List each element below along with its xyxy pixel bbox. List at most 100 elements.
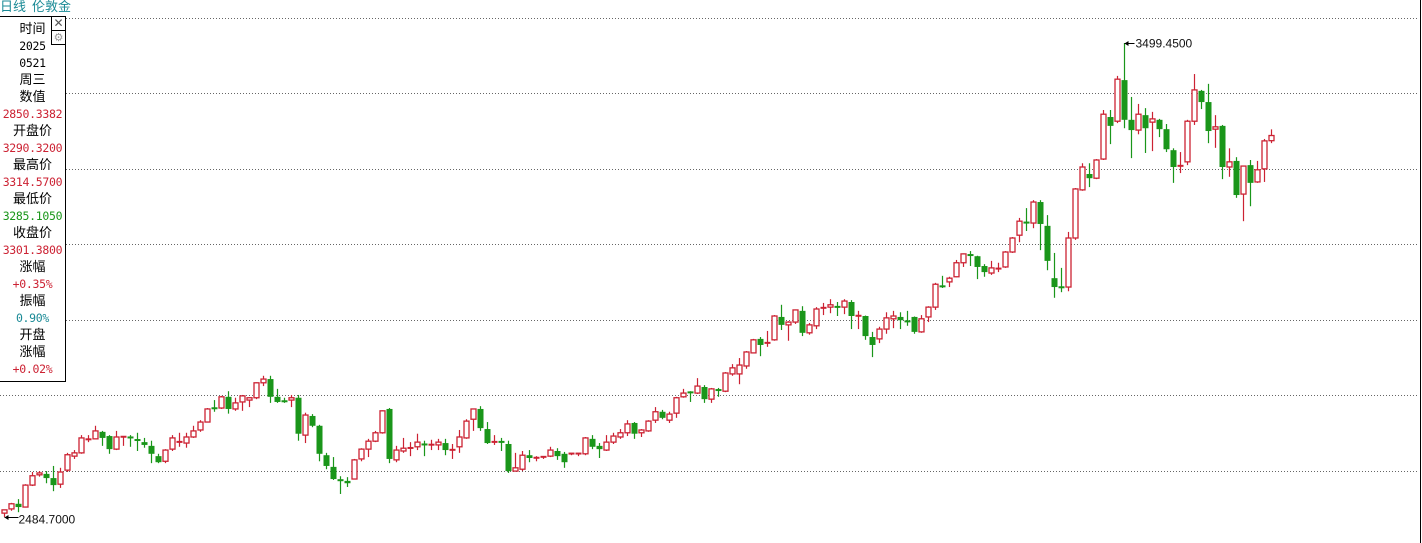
- candle[interactable]: [372, 430, 379, 443]
- candle[interactable]: [428, 439, 435, 451]
- candle[interactable]: [596, 443, 603, 459]
- candle[interactable]: [407, 442, 414, 457]
- candle[interactable]: [50, 465, 57, 492]
- candle[interactable]: [589, 435, 596, 450]
- candle[interactable]: [617, 429, 624, 439]
- candle[interactable]: [1114, 75, 1121, 124]
- candle[interactable]: [1233, 157, 1240, 198]
- candle[interactable]: [22, 484, 29, 508]
- candle[interactable]: [358, 448, 365, 462]
- candle[interactable]: [610, 432, 617, 444]
- candle[interactable]: [897, 312, 904, 330]
- close-icon[interactable]: ✕: [51, 17, 65, 31]
- candle[interactable]: [778, 304, 785, 331]
- candle[interactable]: [498, 437, 505, 451]
- candle[interactable]: [834, 301, 841, 317]
- candle[interactable]: [1156, 118, 1163, 138]
- candle[interactable]: [771, 315, 778, 341]
- candle[interactable]: [162, 449, 169, 464]
- candle[interactable]: [141, 437, 148, 448]
- candle[interactable]: [890, 310, 897, 329]
- candle[interactable]: [1058, 267, 1065, 293]
- candle[interactable]: [1100, 110, 1107, 160]
- candle[interactable]: [204, 408, 211, 423]
- candle[interactable]: [379, 410, 386, 434]
- candle[interactable]: [918, 315, 925, 333]
- candle[interactable]: [1205, 83, 1212, 144]
- candle[interactable]: [1107, 110, 1114, 145]
- candle[interactable]: [295, 394, 302, 441]
- candle[interactable]: [799, 306, 806, 337]
- candle[interactable]: [29, 472, 36, 487]
- candle[interactable]: [701, 385, 708, 403]
- candle[interactable]: [946, 276, 953, 288]
- candle[interactable]: [197, 420, 204, 432]
- candle[interactable]: [687, 391, 694, 402]
- candle[interactable]: [561, 451, 568, 468]
- candle[interactable]: [99, 430, 106, 446]
- candle[interactable]: [1226, 148, 1233, 177]
- candle[interactable]: [176, 432, 183, 447]
- candle[interactable]: [1219, 124, 1226, 180]
- candle[interactable]: [1254, 160, 1261, 183]
- candle[interactable]: [953, 259, 960, 278]
- candle[interactable]: [183, 432, 190, 448]
- candle[interactable]: [323, 452, 330, 470]
- candle[interactable]: [764, 330, 771, 347]
- candle[interactable]: [64, 452, 71, 473]
- candle[interactable]: [848, 300, 855, 330]
- candle[interactable]: [330, 457, 337, 480]
- candle[interactable]: [309, 414, 316, 428]
- candle[interactable]: [631, 422, 638, 439]
- candle[interactable]: [435, 438, 442, 451]
- candle[interactable]: [1170, 148, 1177, 183]
- candle[interactable]: [876, 326, 883, 344]
- candle[interactable]: [1002, 251, 1009, 268]
- candle[interactable]: [1212, 115, 1219, 148]
- candle[interactable]: [680, 388, 687, 398]
- candle[interactable]: [484, 422, 491, 444]
- candle[interactable]: [1177, 152, 1184, 174]
- candle[interactable]: [302, 412, 309, 444]
- candle[interactable]: [1051, 252, 1058, 298]
- candle[interactable]: [85, 435, 92, 443]
- candle[interactable]: [841, 299, 848, 315]
- candle[interactable]: [806, 323, 813, 335]
- candle[interactable]: [1030, 200, 1037, 229]
- candle[interactable]: [519, 450, 526, 472]
- candle[interactable]: [820, 302, 827, 316]
- candle[interactable]: [491, 435, 498, 445]
- candle[interactable]: [540, 455, 547, 459]
- candle[interactable]: [267, 375, 274, 403]
- candle[interactable]: [1247, 159, 1254, 207]
- candle[interactable]: [253, 382, 260, 400]
- candle[interactable]: [148, 440, 155, 464]
- candle[interactable]: [127, 435, 134, 447]
- candle[interactable]: [365, 438, 372, 458]
- candle[interactable]: [813, 307, 820, 330]
- candle[interactable]: [1, 509, 8, 518]
- candle[interactable]: [862, 315, 869, 340]
- candle[interactable]: [225, 391, 232, 414]
- candle[interactable]: [568, 452, 575, 456]
- candle[interactable]: [211, 400, 218, 412]
- candle[interactable]: [92, 425, 99, 440]
- candle[interactable]: [904, 310, 911, 326]
- candle[interactable]: [1086, 163, 1093, 188]
- candle[interactable]: [1198, 89, 1205, 110]
- candle[interactable]: [911, 316, 918, 334]
- candle[interactable]: [1023, 208, 1030, 231]
- candle[interactable]: [1093, 159, 1100, 180]
- candle[interactable]: [1079, 163, 1086, 191]
- candle[interactable]: [792, 309, 799, 324]
- candle[interactable]: [1149, 111, 1156, 152]
- candle[interactable]: [57, 467, 64, 488]
- candle[interactable]: [981, 264, 988, 277]
- candle[interactable]: [638, 429, 645, 437]
- candle[interactable]: [106, 435, 113, 454]
- candle[interactable]: [960, 253, 967, 267]
- candle[interactable]: [967, 251, 974, 267]
- candle[interactable]: [1065, 231, 1072, 292]
- candle[interactable]: [666, 411, 673, 423]
